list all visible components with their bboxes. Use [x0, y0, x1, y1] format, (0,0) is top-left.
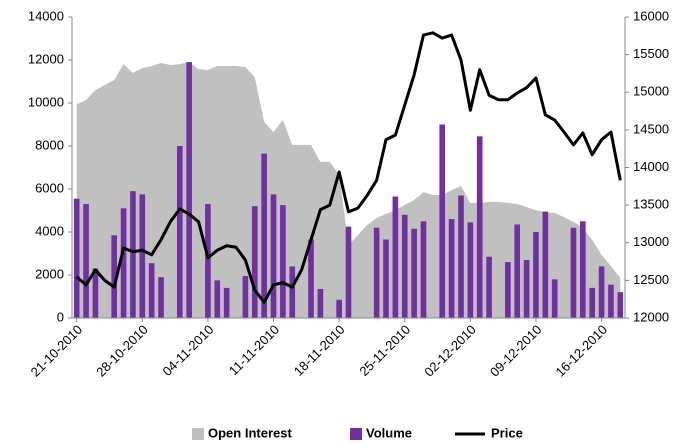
bar	[439, 124, 446, 318]
legend-swatch	[350, 428, 362, 440]
bar	[476, 136, 483, 318]
y-tick-label: 6000	[35, 180, 64, 195]
x-tick-label: 25-11-2010	[356, 322, 413, 379]
x-tick-label: 09-12-2010	[487, 322, 545, 380]
bar	[458, 195, 464, 318]
x-tick-label: 16-12-2010	[552, 322, 610, 380]
bar	[551, 279, 558, 318]
bar	[570, 227, 577, 318]
bar	[308, 239, 314, 318]
y-tick-label: 10000	[28, 94, 64, 109]
bar	[505, 262, 511, 318]
bar	[158, 277, 164, 318]
legend-label: Open Interest	[208, 425, 292, 440]
bar	[523, 259, 530, 318]
y-tick-label: 0	[57, 309, 64, 324]
bar	[420, 221, 427, 318]
x-tick-label: 02-12-2010	[421, 322, 479, 380]
bar	[589, 287, 596, 318]
y-tick-label: 14000	[28, 8, 64, 23]
bar	[336, 299, 342, 318]
y2-tick-label: 15500	[633, 46, 669, 61]
y-tick-label: 2000	[35, 266, 64, 281]
bar	[111, 235, 117, 318]
bar	[261, 153, 267, 318]
y2-tick-label: 12500	[633, 272, 669, 287]
y-tick-label: 8000	[35, 137, 64, 152]
bar	[280, 205, 286, 318]
bar	[186, 62, 192, 319]
y2-tick-label: 16000	[633, 8, 669, 23]
x-tick-label: 21-10-2010	[28, 322, 86, 380]
line	[75, 31, 622, 304]
legend-label: Volume	[366, 425, 412, 440]
legend-swatch	[192, 428, 204, 440]
x-tick-label: 11-11-2010	[226, 322, 282, 378]
bar	[401, 214, 408, 318]
bar	[289, 266, 296, 318]
bar	[242, 276, 249, 318]
bar	[533, 232, 539, 318]
bar	[73, 198, 80, 318]
y2-tick-label: 12000	[633, 309, 669, 324]
bar	[580, 221, 586, 318]
bar	[205, 204, 211, 318]
x-tick-label: 18-11-2010	[291, 322, 348, 379]
bar	[214, 280, 221, 318]
bar	[251, 206, 258, 318]
y2-tick-label: 13500	[633, 197, 669, 212]
bar	[223, 287, 230, 318]
bar	[486, 256, 492, 318]
bar	[411, 228, 417, 318]
bar	[92, 268, 99, 318]
bar	[317, 288, 324, 318]
bar	[148, 263, 155, 318]
bar	[120, 208, 127, 318]
bar	[130, 191, 136, 318]
x-tick-label: 04-11-2010	[160, 322, 217, 379]
y2-tick-label: 14000	[633, 159, 669, 174]
bar	[83, 204, 89, 318]
y-tick-label: 12000	[28, 51, 64, 66]
bar	[514, 224, 521, 318]
y2-tick-label: 15000	[633, 84, 669, 99]
y2-tick-label: 13000	[633, 234, 669, 249]
bar	[383, 239, 389, 318]
bar	[598, 266, 605, 318]
bar	[270, 194, 277, 318]
y2-tick-label: 14500	[633, 121, 669, 136]
y-tick-label: 4000	[35, 223, 64, 238]
bar	[467, 222, 474, 318]
bar	[608, 284, 614, 318]
bar	[345, 226, 352, 318]
x-tick-label: 28-10-2010	[93, 322, 151, 380]
legend-label: Price	[491, 425, 523, 440]
bar	[448, 219, 455, 318]
bar	[373, 227, 380, 318]
bar	[176, 146, 183, 318]
bar	[392, 196, 399, 318]
bar	[617, 292, 624, 318]
bar	[139, 194, 146, 318]
bar	[542, 211, 549, 318]
